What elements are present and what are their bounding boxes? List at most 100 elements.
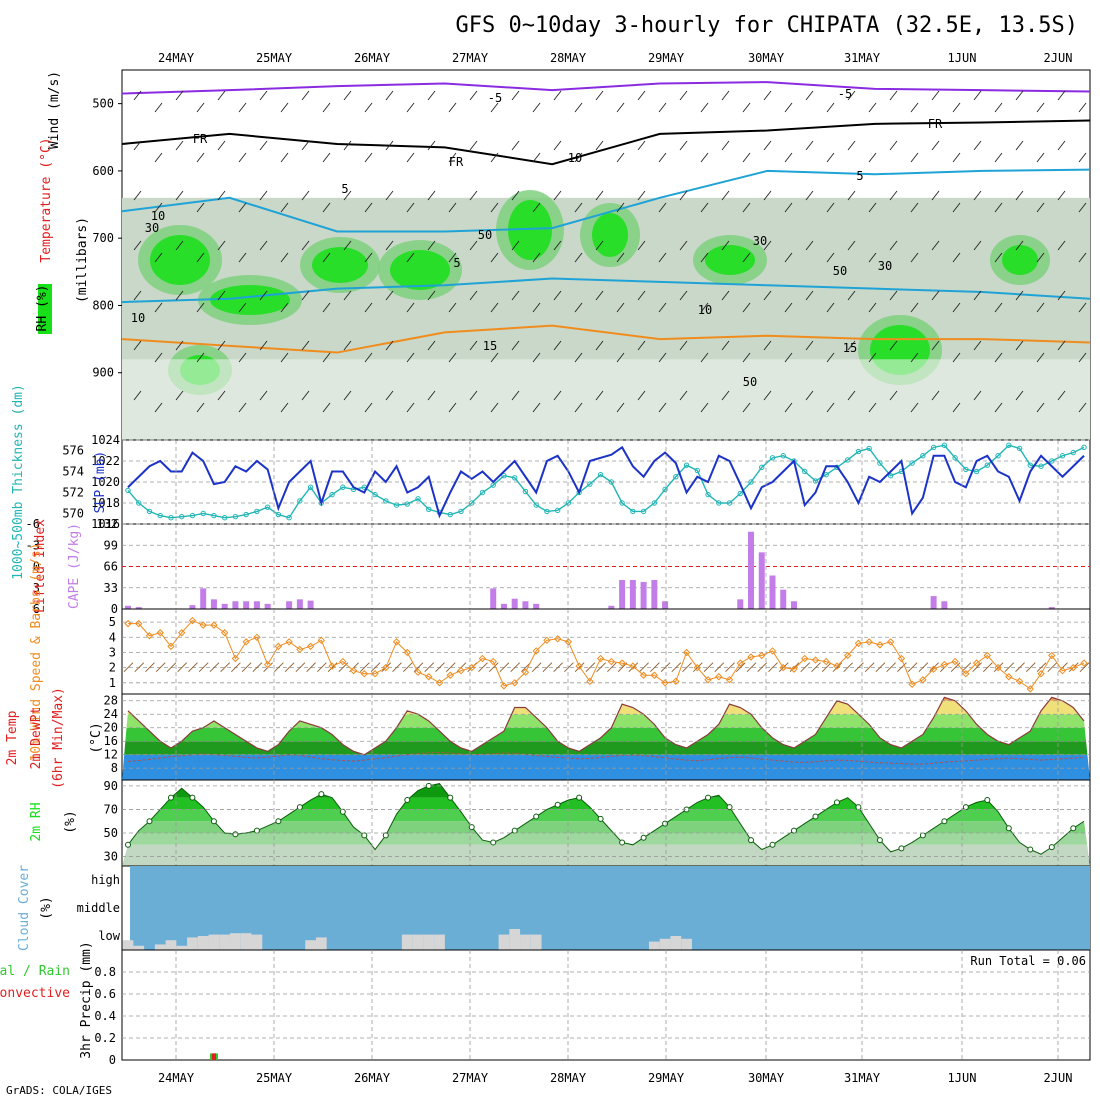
isotherm-15 — [121, 324, 1091, 354]
wind-speed-point — [403, 648, 411, 657]
wind-barb — [616, 252, 625, 263]
wind-speed-point — [865, 638, 873, 646]
wind-speed-point — [747, 653, 755, 661]
wind-barb — [721, 240, 730, 251]
wind-barb — [889, 140, 898, 151]
wind-barb — [490, 202, 499, 213]
wind-barb — [322, 252, 331, 263]
wind-barb — [427, 340, 436, 351]
wind-barb — [196, 302, 205, 313]
wind-barb — [445, 662, 456, 672]
thickness-point — [254, 508, 260, 515]
wind-barb — [805, 190, 814, 201]
wind-speed-point — [296, 645, 304, 654]
thickness-point — [404, 501, 410, 507]
wind-barb — [385, 240, 394, 251]
wind-barb — [973, 290, 982, 301]
wind-speed-point — [564, 638, 573, 646]
thickness-point — [877, 460, 883, 466]
wind-barb — [301, 90, 310, 101]
wind-barb — [154, 352, 163, 363]
cloud-low-bar — [165, 940, 177, 950]
li-tick: 3 — [33, 581, 40, 595]
wind-barb — [826, 202, 835, 213]
wind-speed-point — [446, 671, 454, 679]
wind-barb — [595, 190, 604, 201]
wind-barb — [907, 662, 918, 672]
wind-barb — [532, 152, 541, 163]
wind-barb — [322, 152, 331, 163]
rh-blob — [592, 213, 628, 257]
wind-speed-point — [306, 642, 315, 651]
thickness-point — [565, 500, 572, 506]
wind-barb — [805, 90, 814, 101]
thickness-point — [619, 500, 625, 506]
wind-barb — [1015, 290, 1024, 301]
date-label-bottom: 29MAY — [648, 1071, 685, 1085]
cape-bar — [307, 600, 314, 609]
thickness-point — [157, 512, 163, 519]
wind-speed-point — [822, 657, 830, 666]
cape-bar — [253, 601, 260, 609]
wind-barb — [994, 302, 1003, 313]
wind-speed-point — [263, 660, 272, 669]
rh-point — [1070, 825, 1077, 832]
wind-barb — [553, 90, 562, 101]
thickness-point — [844, 457, 851, 463]
wind-barb — [714, 662, 725, 672]
wind-speed-point — [317, 636, 326, 645]
thickness-point — [415, 496, 421, 502]
wind-speed-point — [940, 660, 949, 669]
li-tick: -6 — [26, 517, 40, 531]
wind-barb — [805, 340, 814, 351]
thickness-point — [984, 462, 991, 468]
thickness-point — [179, 513, 185, 520]
rh-point — [576, 794, 583, 801]
wind-barb — [154, 202, 163, 213]
wind-barb — [826, 152, 835, 163]
wind-barb — [469, 290, 478, 301]
wind-barb — [596, 662, 606, 672]
thickness-point — [587, 481, 593, 487]
wind-speed-point — [178, 629, 186, 637]
wind-barb — [952, 102, 961, 113]
wind-barb — [742, 152, 751, 163]
wind-barb — [469, 90, 478, 101]
thickness-tick: 570 — [62, 507, 84, 521]
wind-barb — [448, 352, 457, 363]
wind-barb — [595, 390, 604, 401]
wind-barb — [800, 662, 811, 672]
panel-frame — [121, 949, 1091, 1061]
temp-tick: 12 — [104, 748, 118, 762]
wind-barb — [763, 390, 772, 401]
cape-bar — [135, 607, 142, 609]
wind-tick: 4 — [109, 630, 116, 644]
wind-barb — [448, 302, 457, 313]
wind-barb — [721, 290, 730, 301]
wind-barb — [238, 402, 247, 413]
wind-barb — [784, 402, 793, 413]
thickness-point — [286, 515, 292, 521]
wind-barb — [1078, 402, 1087, 413]
wind-speed-point — [618, 659, 626, 667]
date-label-bottom: 26MAY — [354, 1071, 391, 1085]
contour-label: FR — [193, 132, 208, 146]
wind-barb — [231, 662, 241, 672]
wind-barb — [1057, 390, 1066, 401]
rh-blob — [210, 285, 290, 315]
wind-barb — [889, 390, 898, 401]
cape-bar — [640, 581, 647, 609]
wind-barb — [322, 102, 331, 113]
cape-bar — [243, 601, 250, 609]
thickness-point — [930, 444, 937, 451]
wind-barb — [406, 152, 415, 163]
wind-barb — [1036, 302, 1045, 313]
wind-barb — [427, 290, 436, 301]
wind-barb — [952, 302, 961, 313]
wind-speed-point — [854, 639, 863, 648]
wind-tick: 1 — [109, 676, 116, 690]
rh-band — [122, 783, 1090, 798]
rh-point — [339, 808, 346, 815]
thickness-point — [479, 489, 486, 496]
wind-speed-point — [500, 682, 508, 690]
